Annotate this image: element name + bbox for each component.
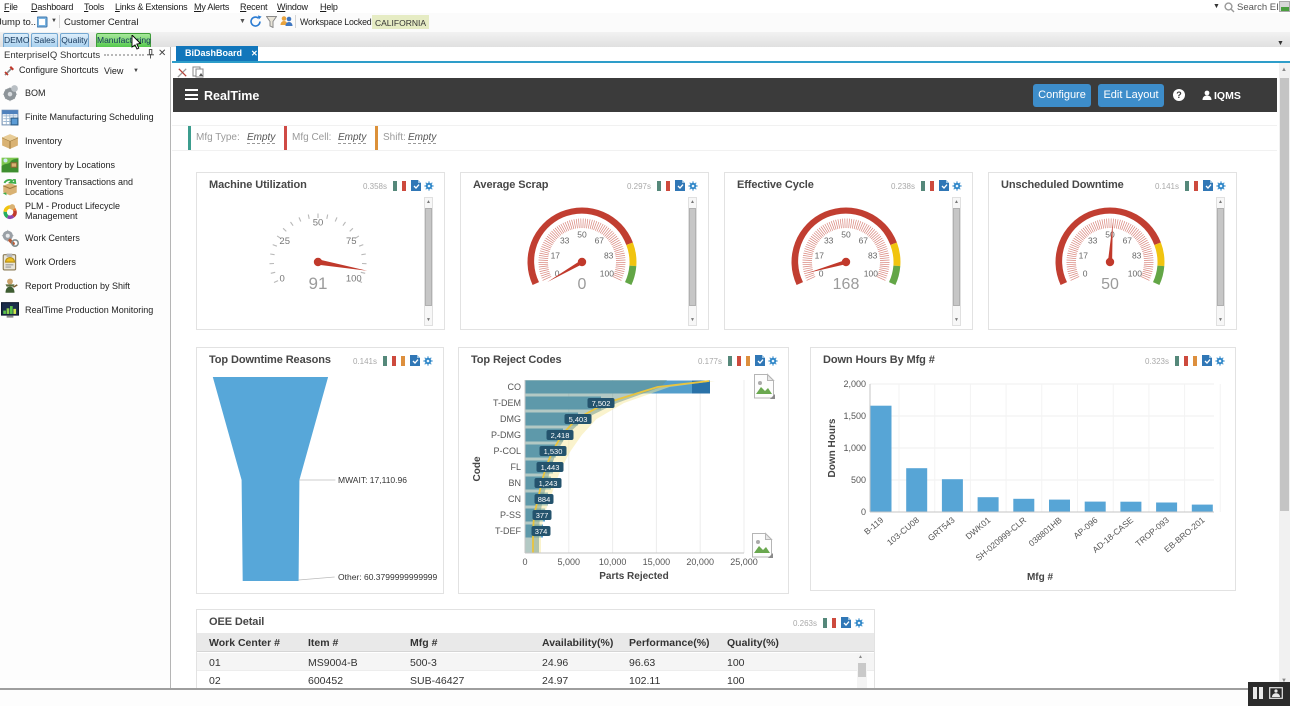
svg-text:0: 0 bbox=[555, 269, 560, 279]
svg-text:0: 0 bbox=[1083, 269, 1088, 279]
svg-text:100: 100 bbox=[600, 269, 614, 279]
svg-text:67: 67 bbox=[859, 236, 869, 246]
svg-text:0: 0 bbox=[280, 274, 285, 285]
svg-text:038801HB: 038801HB bbox=[1027, 515, 1064, 549]
svg-text:T-DEM: T-DEM bbox=[493, 398, 521, 408]
svg-text:1,500: 1,500 bbox=[843, 411, 866, 421]
svg-text:33: 33 bbox=[824, 236, 834, 246]
svg-text:17: 17 bbox=[551, 250, 561, 260]
svg-text:P-DMG: P-DMG bbox=[491, 430, 521, 440]
svg-text:1,243: 1,243 bbox=[539, 479, 558, 488]
svg-text:15,000: 15,000 bbox=[643, 557, 671, 567]
svg-text:50: 50 bbox=[1105, 230, 1115, 240]
svg-text:10,000: 10,000 bbox=[599, 557, 627, 567]
svg-text:17: 17 bbox=[1079, 250, 1089, 260]
svg-text:25,000: 25,000 bbox=[730, 557, 758, 567]
svg-text:33: 33 bbox=[560, 236, 570, 246]
svg-text:1,530: 1,530 bbox=[544, 447, 563, 456]
svg-text:5,000: 5,000 bbox=[558, 557, 581, 567]
svg-text:P-SS: P-SS bbox=[500, 510, 521, 520]
svg-text:Other: 60.3799999999999: Other: 60.3799999999999 bbox=[338, 572, 438, 582]
svg-text:T-DEF: T-DEF bbox=[495, 526, 522, 536]
svg-text:50: 50 bbox=[313, 218, 324, 229]
svg-text:1,000: 1,000 bbox=[843, 443, 866, 453]
svg-text:MWAIT: 17,110.96: MWAIT: 17,110.96 bbox=[338, 475, 407, 485]
svg-text:83: 83 bbox=[604, 250, 614, 260]
svg-text:CO: CO bbox=[508, 382, 522, 392]
svg-text:91: 91 bbox=[309, 274, 328, 293]
svg-text:83: 83 bbox=[1132, 250, 1142, 260]
svg-text:20,000: 20,000 bbox=[686, 557, 714, 567]
svg-text:50: 50 bbox=[1101, 276, 1119, 293]
svg-text:P-COL: P-COL bbox=[493, 446, 521, 456]
svg-text:884: 884 bbox=[538, 495, 551, 504]
svg-text:0: 0 bbox=[861, 507, 866, 517]
svg-text:17: 17 bbox=[815, 250, 825, 260]
svg-text:100: 100 bbox=[346, 274, 362, 285]
svg-text:2,418: 2,418 bbox=[551, 431, 570, 440]
svg-text:50: 50 bbox=[577, 230, 587, 240]
svg-text:0: 0 bbox=[819, 269, 824, 279]
svg-text:25: 25 bbox=[279, 236, 290, 247]
svg-text:1,443: 1,443 bbox=[541, 463, 560, 472]
svg-text:FL: FL bbox=[510, 462, 521, 472]
svg-text:Parts Rejected: Parts Rejected bbox=[599, 571, 668, 582]
svg-text:500: 500 bbox=[851, 475, 866, 485]
svg-text:100: 100 bbox=[1128, 269, 1142, 279]
svg-text:BN: BN bbox=[508, 478, 521, 488]
svg-text:67: 67 bbox=[1123, 236, 1133, 246]
svg-text:Code: Code bbox=[472, 456, 483, 481]
svg-text:Mfg #: Mfg # bbox=[1027, 572, 1054, 583]
svg-text:CN: CN bbox=[508, 494, 521, 504]
svg-text:33: 33 bbox=[1088, 236, 1098, 246]
svg-text:67: 67 bbox=[595, 236, 605, 246]
svg-text:7,502: 7,502 bbox=[592, 399, 611, 408]
svg-text:Down Hours: Down Hours bbox=[827, 418, 838, 477]
svg-text:5,403: 5,403 bbox=[569, 415, 588, 424]
svg-text:168: 168 bbox=[833, 276, 860, 293]
svg-text:2,000: 2,000 bbox=[843, 379, 866, 389]
svg-text:AP-096: AP-096 bbox=[1071, 515, 1099, 541]
svg-text:GRT543: GRT543 bbox=[926, 515, 957, 543]
svg-text:100: 100 bbox=[864, 269, 878, 279]
svg-text:377: 377 bbox=[536, 511, 549, 520]
svg-text:83: 83 bbox=[868, 250, 878, 260]
svg-text:0: 0 bbox=[522, 557, 527, 567]
svg-text:374: 374 bbox=[535, 527, 548, 536]
svg-text:50: 50 bbox=[841, 230, 851, 240]
svg-text:DMG: DMG bbox=[500, 414, 521, 424]
svg-text:B-119: B-119 bbox=[862, 515, 886, 537]
svg-text:75: 75 bbox=[346, 236, 357, 247]
svg-text:DWK01: DWK01 bbox=[964, 515, 993, 542]
svg-text:0: 0 bbox=[578, 276, 587, 293]
svg-text:103-CU08: 103-CU08 bbox=[885, 515, 921, 548]
